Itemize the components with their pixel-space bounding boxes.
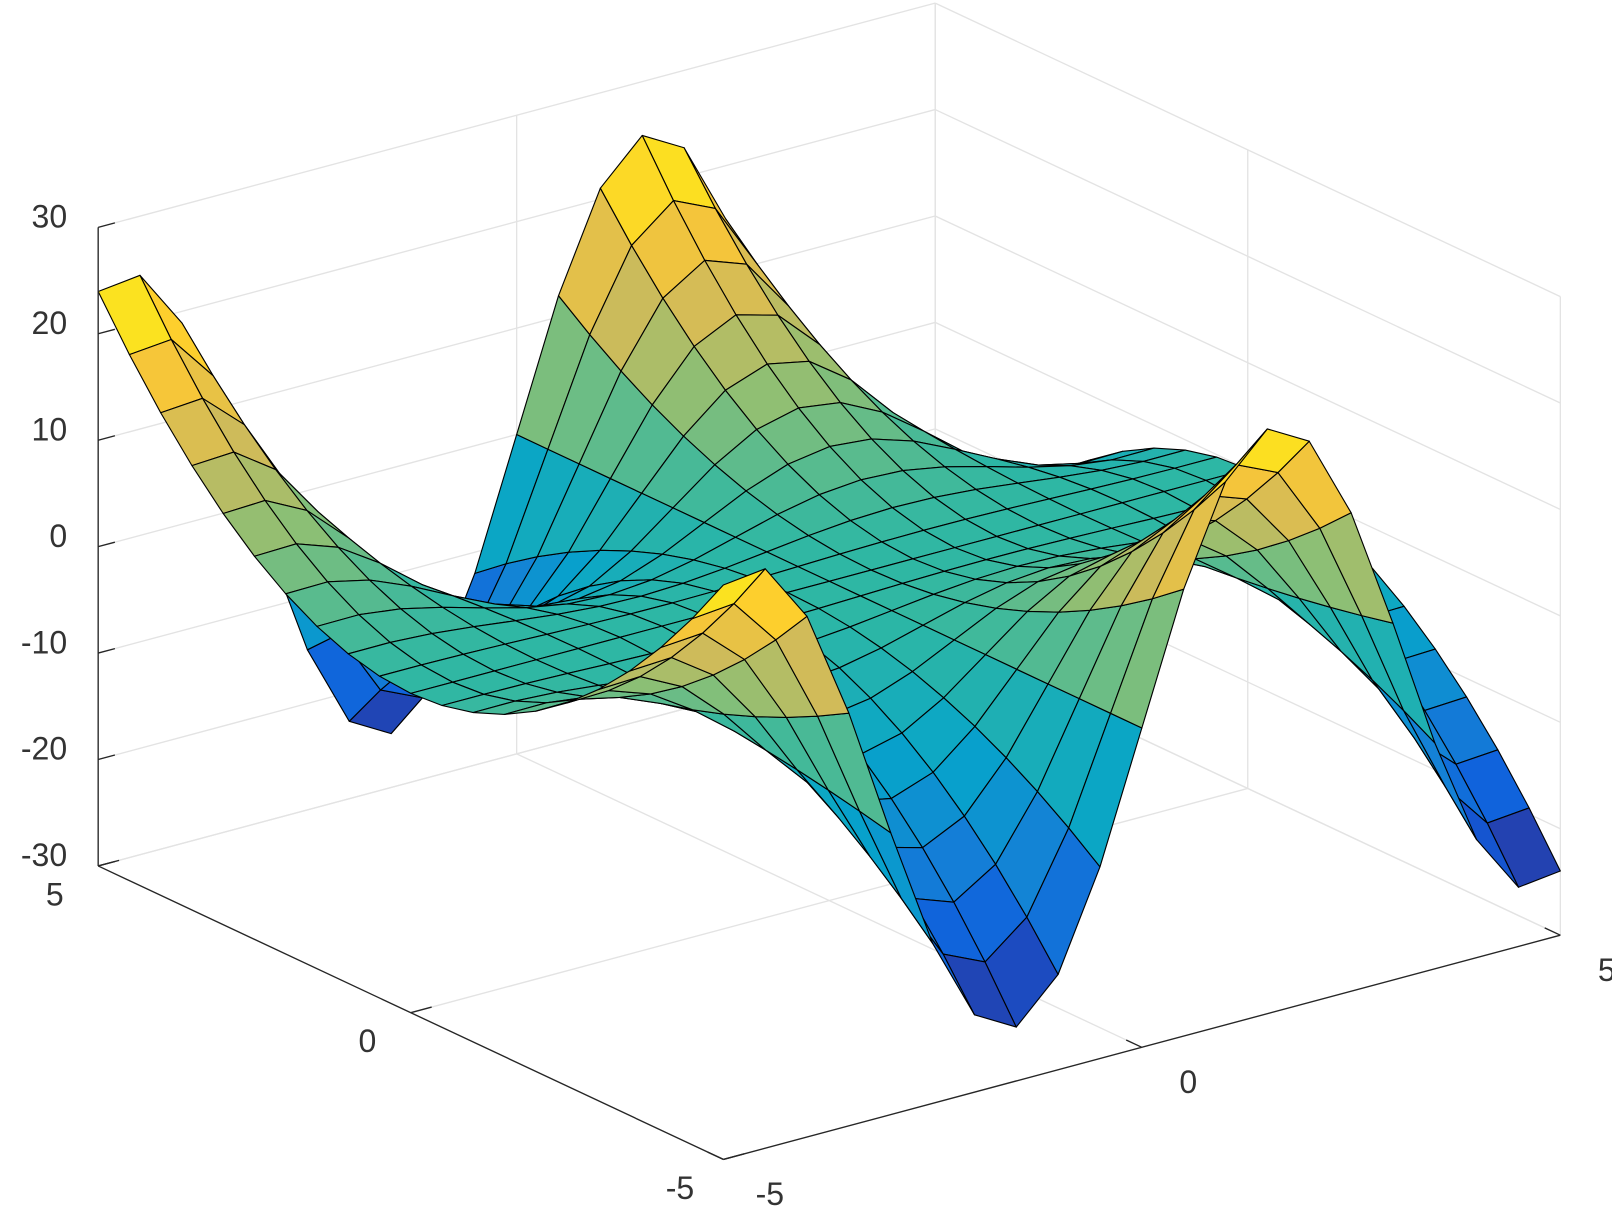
z-tick-label: 0 bbox=[49, 518, 67, 554]
x-axis bbox=[723, 934, 1561, 1161]
y-axis bbox=[97, 865, 724, 1161]
z-tick bbox=[97, 435, 116, 441]
z-tick-label: -10 bbox=[21, 624, 67, 660]
z-tick bbox=[97, 754, 116, 761]
x-tick-label: 0 bbox=[1179, 1064, 1197, 1100]
y-tick bbox=[723, 1153, 745, 1161]
grid-line bbox=[97, 2, 936, 228]
z-tick-label: 30 bbox=[32, 199, 68, 235]
grid-line bbox=[934, 108, 1561, 404]
x-tick-label: 5 bbox=[1598, 952, 1612, 988]
y-tick-label: -5 bbox=[666, 1170, 694, 1206]
surface-patch bbox=[1193, 428, 1268, 511]
grid-line bbox=[934, 2, 1561, 298]
x-tick bbox=[1125, 1039, 1143, 1048]
x-tick-label: -5 bbox=[756, 1176, 784, 1208]
x-tick bbox=[707, 1151, 724, 1161]
z-tick bbox=[97, 222, 116, 228]
z-tick-label: -30 bbox=[21, 837, 67, 873]
x-tick bbox=[1544, 927, 1561, 936]
y-tick-label: 5 bbox=[46, 876, 64, 912]
grid-line bbox=[97, 215, 936, 441]
z-tick-label: -20 bbox=[21, 731, 67, 767]
y-tick bbox=[97, 859, 120, 867]
grid-line bbox=[934, 215, 1561, 511]
grid-line bbox=[410, 787, 1248, 1014]
z-tick bbox=[97, 328, 116, 335]
z-tick bbox=[97, 541, 116, 548]
z-tick-label: 20 bbox=[32, 305, 68, 341]
surface-patch bbox=[691, 568, 766, 620]
z-tick-label: 10 bbox=[32, 411, 68, 447]
y-tick bbox=[410, 1006, 432, 1014]
z-tick bbox=[97, 647, 116, 654]
surface bbox=[97, 134, 1561, 1028]
y-tick-label: 0 bbox=[358, 1023, 376, 1059]
grid-line bbox=[97, 108, 936, 335]
